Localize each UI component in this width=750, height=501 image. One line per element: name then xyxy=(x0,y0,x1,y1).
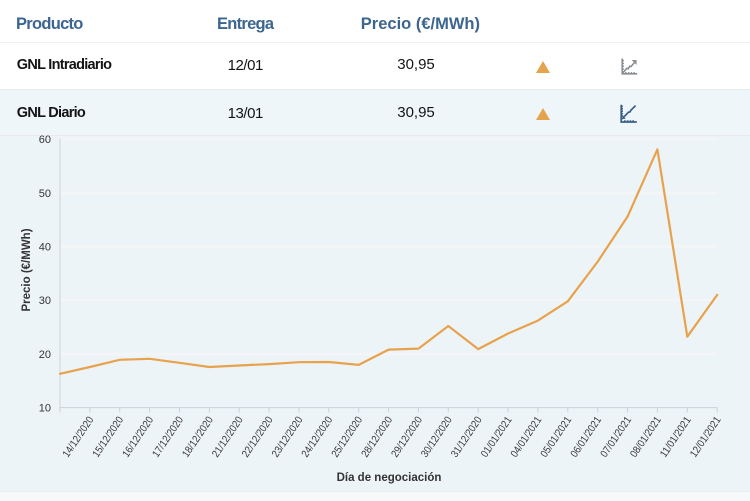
svg-text:Precio (€/MWh): Precio (€/MWh) xyxy=(21,228,33,311)
svg-text:50: 50 xyxy=(39,188,51,200)
svg-text:60: 60 xyxy=(39,134,51,146)
svg-text:Día de negociación: Día de negociación xyxy=(337,472,442,484)
svg-text:20: 20 xyxy=(39,349,51,361)
svg-text:30: 30 xyxy=(39,295,51,307)
svg-text:10: 10 xyxy=(39,403,51,415)
svg-text:40: 40 xyxy=(39,242,51,254)
